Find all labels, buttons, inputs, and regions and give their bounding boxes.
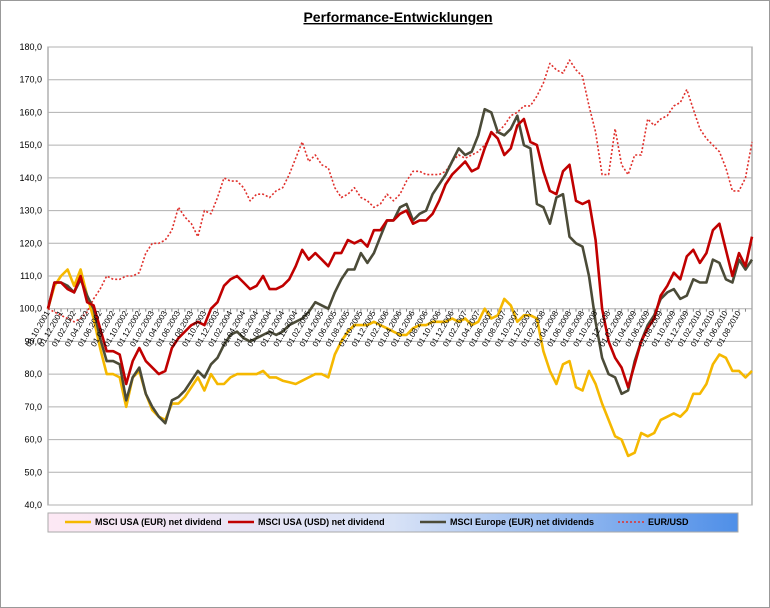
y-tick-label: 130,0 <box>19 206 42 216</box>
y-tick-label: 150,0 <box>19 140 42 150</box>
series-line <box>46 117 754 389</box>
y-tick-label: 50,0 <box>24 467 42 477</box>
y-tick-label: 70,0 <box>24 402 42 412</box>
y-tick-label: 160,0 <box>19 107 42 117</box>
legend-label: MSCI Europe (EUR) net dividends <box>450 517 594 527</box>
y-tick-label: 180,0 <box>19 42 42 52</box>
y-tick-label: 80,0 <box>24 369 42 379</box>
y-tick-label: 170,0 <box>19 75 42 85</box>
y-tick-label: 90,0 <box>24 336 42 346</box>
y-tick-label: 40,0 <box>24 500 42 510</box>
legend-label: MSCI USA (EUR) net dividend <box>95 517 222 527</box>
legend-label: EUR/USD <box>648 517 689 527</box>
y-tick-label: 100,0 <box>19 304 42 314</box>
y-tick-label: 140,0 <box>19 173 42 183</box>
y-tick-label: 120,0 <box>19 238 42 248</box>
y-tick-label: 60,0 <box>24 435 42 445</box>
y-tick-label: 110,0 <box>20 271 42 281</box>
legend-label: MSCI USA (USD) net dividend <box>258 517 385 527</box>
chart-title: Performance-Entwicklungen <box>303 9 492 25</box>
legend <box>47 512 739 533</box>
